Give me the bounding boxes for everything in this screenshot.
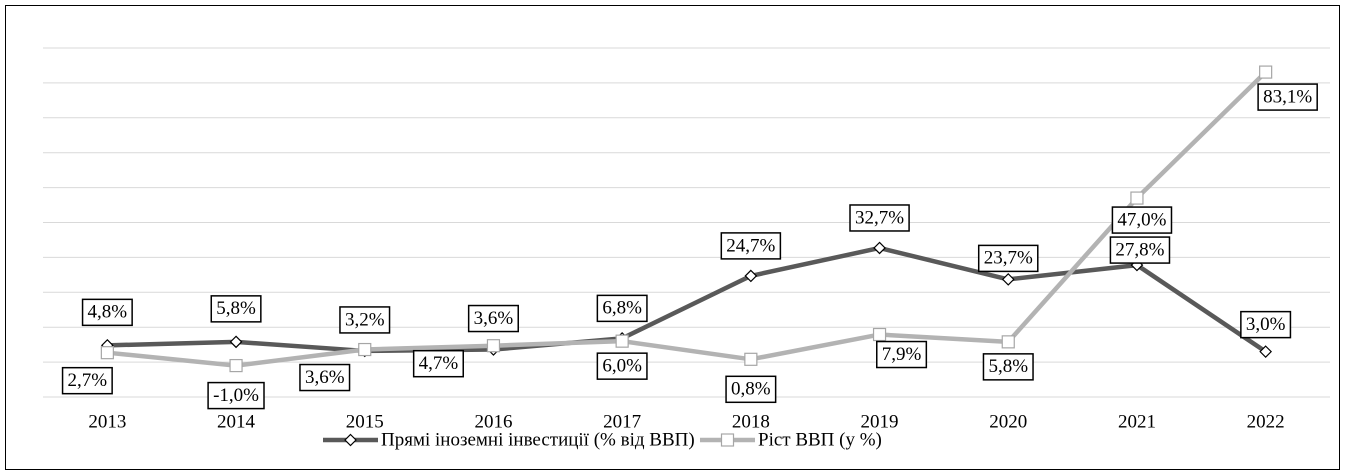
data-label-box bbox=[982, 353, 1034, 381]
data-label-box bbox=[596, 294, 648, 323]
data-label: 27,8% bbox=[1109, 236, 1171, 264]
data-label: 3,2% bbox=[339, 306, 391, 334]
legend-marker bbox=[720, 433, 735, 447]
data-label-text: -1,0% bbox=[213, 385, 259, 406]
data-label: 2,7% bbox=[61, 366, 113, 395]
x-tick-label: 2014 bbox=[217, 411, 256, 432]
data-label-box bbox=[1257, 83, 1318, 111]
data-label: 4,8% bbox=[81, 298, 133, 327]
data-label-box bbox=[876, 340, 928, 369]
data-label-text: 23,7% bbox=[984, 248, 1033, 269]
data-label-box bbox=[596, 352, 648, 380]
data-label-text: 3,6% bbox=[474, 308, 514, 329]
data-point bbox=[872, 327, 887, 342]
data-point bbox=[1259, 345, 1272, 358]
data-label: 3,6% bbox=[467, 304, 519, 333]
x-tick-label: 2020 bbox=[989, 411, 1027, 432]
data-label-text: 83,1% bbox=[1263, 86, 1312, 107]
data-label: 0,8% bbox=[725, 375, 777, 404]
data-label-box bbox=[725, 375, 777, 404]
data-label-text: 32,7% bbox=[855, 207, 904, 228]
legend-label: Ріст ВВП (у %) bbox=[758, 429, 882, 450]
legend-label: Прямі іноземні інвестиції (% від ВВП) bbox=[381, 429, 695, 450]
data-point bbox=[744, 269, 758, 283]
data-label-text: 24,7% bbox=[726, 235, 775, 256]
x-tick-label: 2018 bbox=[732, 411, 770, 432]
x-tick-label: 2015 bbox=[346, 411, 384, 432]
data-label-text: 6,8% bbox=[602, 298, 642, 319]
data-point bbox=[744, 352, 758, 366]
data-label-box bbox=[210, 295, 262, 323]
series-line bbox=[107, 70, 1268, 368]
data-point bbox=[100, 346, 114, 360]
data-label-text: 6,0% bbox=[602, 356, 642, 377]
data-label-text: 0,8% bbox=[731, 379, 771, 400]
data-label: 6,8% bbox=[596, 294, 648, 323]
data-label: 3,0% bbox=[1240, 310, 1292, 339]
data-point bbox=[873, 241, 886, 255]
data-label: 3,6% bbox=[299, 363, 351, 392]
data-point bbox=[229, 358, 243, 373]
data-point bbox=[615, 334, 629, 348]
x-tick-label: 2019 bbox=[861, 411, 899, 432]
data-point bbox=[229, 335, 243, 349]
data-label-text: 27,8% bbox=[1115, 239, 1164, 260]
data-label-box bbox=[849, 204, 910, 232]
data-label: -1,0% bbox=[207, 381, 265, 410]
series bbox=[107, 70, 1268, 368]
data-label-box bbox=[412, 349, 464, 378]
data-label-box bbox=[977, 244, 1039, 273]
data-point bbox=[486, 339, 501, 353]
data-label: 6,0% bbox=[596, 352, 648, 380]
data-label: 47,0% bbox=[1111, 206, 1173, 234]
data-label-box bbox=[467, 304, 519, 333]
data-point bbox=[1130, 191, 1144, 205]
data-label: 7,9% bbox=[876, 340, 928, 369]
data-label-text: 4,8% bbox=[88, 302, 128, 323]
data-label-box bbox=[81, 298, 133, 327]
data-label-text: 3,2% bbox=[345, 309, 385, 330]
data-label-box bbox=[720, 232, 782, 260]
data-label-text: 5,8% bbox=[988, 356, 1028, 377]
x-tick-label: 2017 bbox=[603, 411, 641, 432]
data-label-text: 47,0% bbox=[1117, 209, 1166, 230]
data-label-text: 5,8% bbox=[216, 298, 256, 319]
data-label-text: 7,9% bbox=[882, 344, 922, 365]
data-label: 32,7% bbox=[849, 204, 910, 232]
data-label: 5,8% bbox=[210, 295, 262, 323]
data-point bbox=[1001, 335, 1015, 349]
data-label: 5,8% bbox=[982, 353, 1034, 381]
data-point bbox=[358, 342, 372, 357]
data-label-text: 3,6% bbox=[305, 367, 345, 388]
x-tick-label: 2013 bbox=[88, 411, 126, 432]
x-tick-label: 2022 bbox=[1247, 411, 1285, 432]
data-label-box bbox=[1109, 236, 1171, 264]
data-point bbox=[1259, 65, 1273, 79]
data-label-text: 2,7% bbox=[68, 370, 108, 391]
data-label-text: 4,7% bbox=[419, 353, 459, 374]
data-label-text: 3,0% bbox=[1246, 314, 1286, 335]
data-label: 4,7% bbox=[412, 349, 464, 378]
legend-marker bbox=[344, 433, 357, 447]
data-label-box bbox=[61, 366, 113, 395]
data-label: 83,1% bbox=[1257, 83, 1318, 111]
data-label-box bbox=[299, 363, 351, 392]
data-point bbox=[1001, 273, 1015, 286]
data-label: 24,7% bbox=[720, 232, 782, 260]
data-label-box bbox=[1111, 206, 1173, 234]
data-label-box bbox=[339, 306, 391, 334]
data-label-box bbox=[1240, 310, 1292, 339]
data-label: 23,7% bbox=[977, 244, 1039, 273]
x-tick-label: 2021 bbox=[1118, 411, 1156, 432]
x-tick-label: 2016 bbox=[474, 411, 512, 432]
data-label-box bbox=[207, 381, 265, 410]
